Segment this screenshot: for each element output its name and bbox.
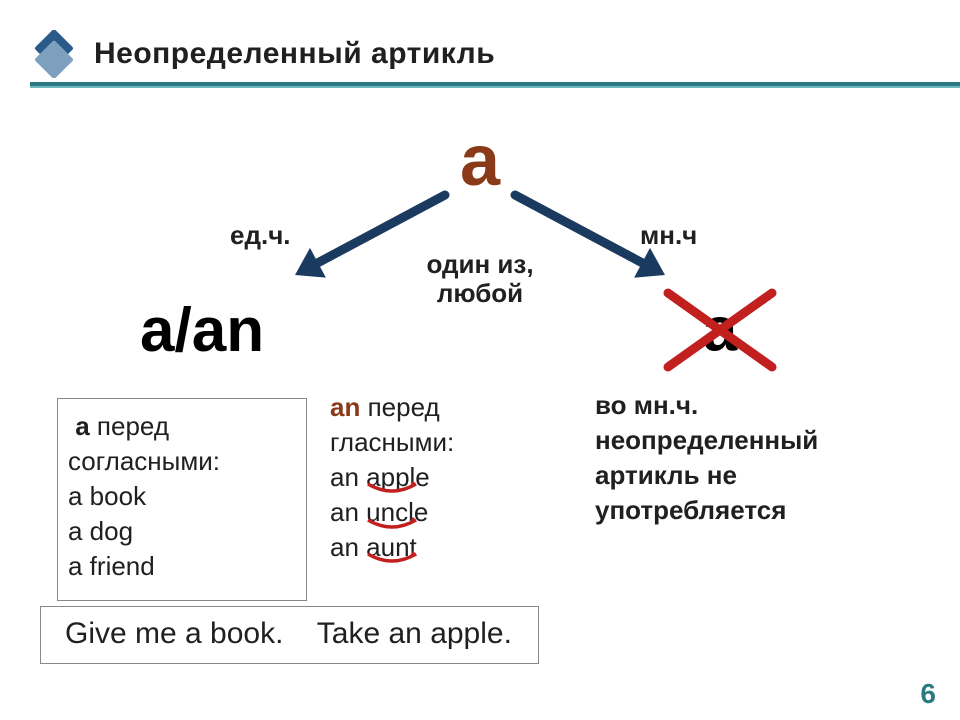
- column-plural: во мн.ч. неопределенный артикль не употр…: [595, 388, 925, 528]
- cross-icon: [660, 285, 780, 375]
- label-meaning: один из, любой: [426, 250, 533, 307]
- label-singular: ед.ч.: [230, 220, 291, 251]
- leaf-a-an: a/an: [140, 295, 264, 366]
- leaf-a-crossed: a: [660, 285, 780, 375]
- column-a: a перед согласными: a book a dog a frien…: [57, 398, 307, 601]
- liaison-arcs: [330, 390, 550, 590]
- example-sentence-box: Give me a book. Take an apple.: [40, 606, 539, 664]
- title-bar: Неопределенный артикль: [30, 30, 495, 78]
- title-bullet-icon: [30, 30, 78, 78]
- label-plural: мн.ч: [640, 220, 697, 251]
- title-underline: [0, 82, 960, 90]
- page-number: 6: [920, 678, 936, 710]
- page-title: Неопределенный артикль: [78, 37, 495, 71]
